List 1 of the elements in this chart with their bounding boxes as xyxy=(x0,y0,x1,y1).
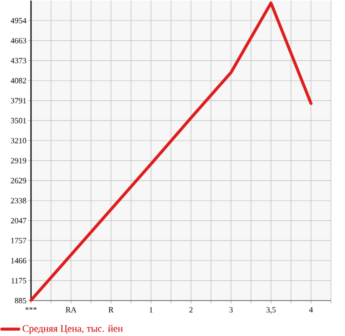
legend-label: Средняя Цена, тыс. йен xyxy=(22,325,123,334)
